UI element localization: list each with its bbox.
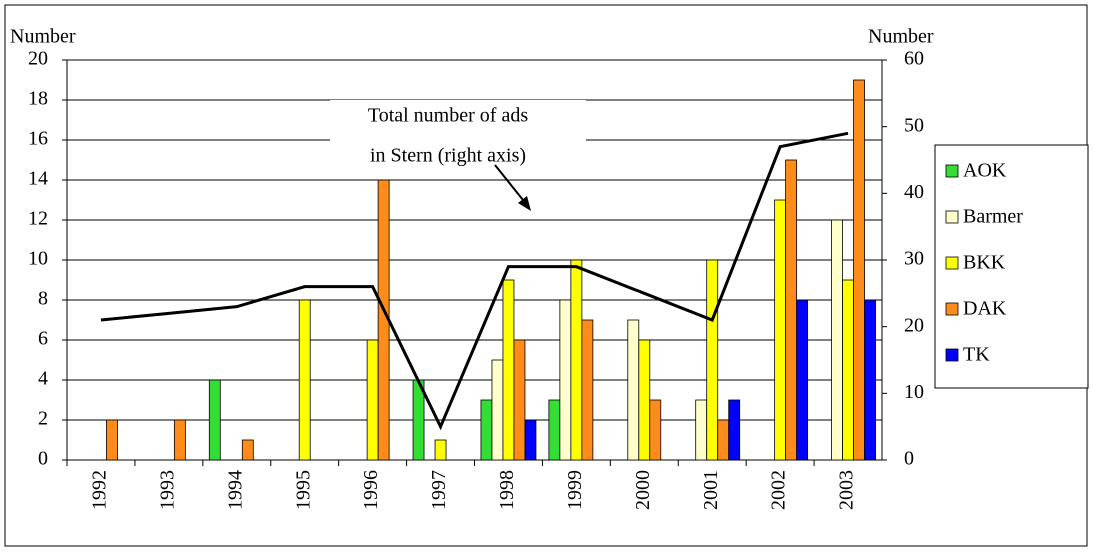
bar <box>173 419 186 461</box>
y-tick-label: 12 <box>28 208 48 230</box>
y-tick-label: 16 <box>28 128 48 150</box>
y-tick-label: 10 <box>28 248 48 270</box>
y-tick-label: 6 <box>38 328 48 350</box>
bar <box>706 259 719 461</box>
bar <box>649 399 662 461</box>
legend-swatch <box>945 210 959 224</box>
legend-swatch <box>945 256 959 270</box>
bar <box>491 359 504 461</box>
bar <box>524 419 537 461</box>
bar <box>581 319 594 461</box>
y-tick-label: 18 <box>28 88 48 110</box>
bar <box>774 199 787 461</box>
legend-swatch <box>945 302 959 316</box>
bar <box>853 79 865 461</box>
y2-tick-label: 10 <box>904 381 924 403</box>
bar <box>559 299 572 461</box>
y2-axis-label: Number <box>868 26 934 48</box>
y2-tick-label: 20 <box>904 314 924 336</box>
x-tick-label: 1999 <box>564 470 586 510</box>
bar <box>785 159 798 461</box>
bar <box>480 399 493 461</box>
y-tick-label: 2 <box>38 408 48 430</box>
bar <box>717 419 730 461</box>
bar <box>513 339 526 461</box>
line-series <box>100 131 849 431</box>
bar <box>106 419 118 461</box>
x-tick-label: 2002 <box>768 470 790 510</box>
legend-label: BKK <box>963 252 1006 274</box>
y-tick-label: 14 <box>28 168 48 190</box>
annotation: in Stern (right axis) <box>370 145 526 167</box>
x-tick-label: 1993 <box>156 470 178 510</box>
bar <box>728 399 741 461</box>
x-tick-label: 1992 <box>89 470 111 510</box>
bar <box>627 319 640 461</box>
y2-tick-label: 0 <box>904 448 914 470</box>
x-tick-label: 1996 <box>360 470 382 510</box>
bar <box>434 439 447 461</box>
x-tick-label: 1998 <box>496 470 518 510</box>
bar <box>208 379 221 461</box>
chart-border <box>4 4 1088 547</box>
y-axis-label: Number <box>10 26 76 48</box>
legend-label: AOK <box>963 160 1007 182</box>
legend-label: TK <box>963 344 990 366</box>
annotation-arrowhead <box>518 196 531 211</box>
bar <box>638 339 651 461</box>
bar <box>548 399 561 461</box>
x-tick-label: 1995 <box>292 470 314 510</box>
bar <box>298 299 311 461</box>
bar <box>570 259 583 461</box>
annotation-background <box>330 100 586 176</box>
y2-tick-label: 50 <box>904 114 924 136</box>
x-tick-label: 2003 <box>836 470 858 510</box>
x-tick-label: 1994 <box>224 470 246 510</box>
annotation: Total number of ads <box>368 105 528 127</box>
x-tick-label: 2000 <box>632 470 654 510</box>
legend-box <box>934 144 1089 389</box>
legend-label: Barmer <box>963 206 1023 228</box>
y2-tick-label: 40 <box>904 181 924 203</box>
bar <box>502 279 515 461</box>
x-tick-label: 2001 <box>700 470 722 510</box>
bar <box>831 219 843 461</box>
bar <box>695 399 708 461</box>
annotation-arrow <box>494 164 528 206</box>
legend-swatch <box>945 348 959 362</box>
y-tick-label: 8 <box>38 288 48 310</box>
bar <box>241 439 254 461</box>
y-tick-label: 4 <box>38 368 48 390</box>
y-tick-label: 20 <box>28 48 48 70</box>
bar <box>366 339 379 461</box>
x-tick-label: 1997 <box>428 470 450 510</box>
y-tick-label: 0 <box>38 448 48 470</box>
y2-tick-label: 30 <box>904 248 924 270</box>
bar <box>864 299 876 461</box>
bar <box>842 279 854 461</box>
legend-swatch <box>945 164 959 178</box>
legend-label: DAK <box>963 298 1007 320</box>
y2-tick-label: 60 <box>904 48 924 70</box>
bar <box>796 299 809 461</box>
